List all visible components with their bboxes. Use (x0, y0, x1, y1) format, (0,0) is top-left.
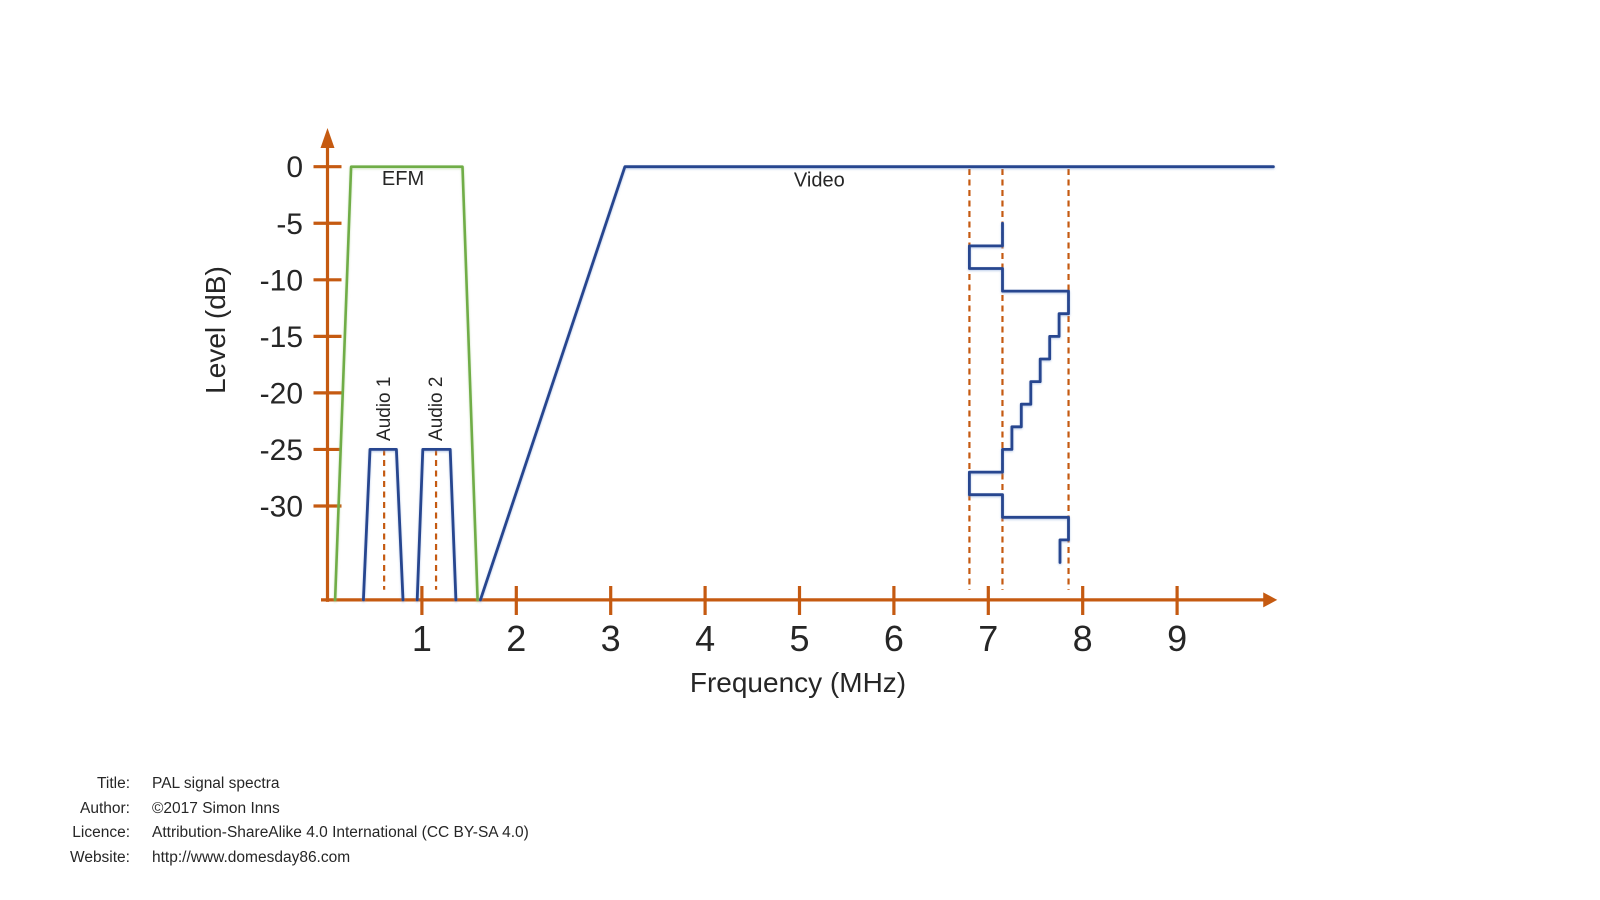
trace-audio-2 (415, 447, 458, 602)
x-tick-label-8: 8 (1073, 618, 1093, 659)
x-tick-label-2: 2 (506, 618, 526, 659)
x-tick-label-9: 9 (1167, 618, 1187, 659)
attribution-label: Licence: (72, 824, 130, 842)
attribution-label: Title: (96, 775, 130, 793)
y-tick-label--10: -10 (260, 264, 303, 297)
x-tick-label-4: 4 (695, 618, 715, 659)
attribution-value: PAL signal spectra (152, 775, 280, 793)
y-tick-label--5: -5 (276, 208, 303, 241)
attribution-row-title: Title: PAL signal spectra (0, 772, 529, 797)
y-tick-label--25: -25 (260, 434, 303, 467)
x-tick-label-1: 1 (412, 618, 432, 659)
trace-video (478, 165, 1275, 602)
x-tick-label-7: 7 (978, 618, 998, 659)
y-axis-title: Level (dB) (200, 266, 231, 394)
attribution-value: Attribution-ShareAlike 4.0 International… (152, 824, 529, 842)
attribution-value: ©2017 Simon Inns (152, 799, 280, 817)
series-label-audio-1: Audio 1 (374, 377, 395, 441)
x-axis-title: Frequency (MHz) (690, 667, 906, 698)
x-tick-label-6: 6 (884, 618, 904, 659)
x-tick-label-5: 5 (789, 618, 809, 659)
attribution-label: Author: (80, 799, 130, 817)
attribution-value: http://www.domesday86.com (152, 848, 351, 866)
trace-efm (333, 165, 479, 602)
y-tick-label--15: -15 (260, 321, 303, 354)
trace-video-fm-sidebands-staircase (968, 221, 1070, 564)
attribution-row-licence: Licence: Attribution-ShareAlike 4.0 Inte… (0, 821, 529, 846)
attribution-row-website: Website: http://www.domesday86.com (0, 846, 529, 871)
attribution-label: Website: (69, 848, 130, 866)
attribution-row-author: Author: ©2017 Simon Inns (0, 797, 529, 822)
y-tick-label-0: 0 (286, 151, 303, 184)
trace-audio-1 (361, 447, 405, 602)
series-label-audio-2: Audio 2 (426, 377, 447, 441)
series-label-efm: EFM (382, 168, 424, 190)
y-axis-arrowhead (320, 128, 335, 148)
x-axis-arrowhead (1263, 592, 1278, 608)
x-tick-label-3: 3 (601, 618, 621, 659)
y-tick-label--30: -30 (260, 491, 303, 524)
series-label-video: Video (794, 169, 845, 191)
attribution-block: Title: PAL signal spectra Author: ©2017 … (0, 772, 529, 870)
y-tick-label--20: -20 (260, 377, 303, 410)
